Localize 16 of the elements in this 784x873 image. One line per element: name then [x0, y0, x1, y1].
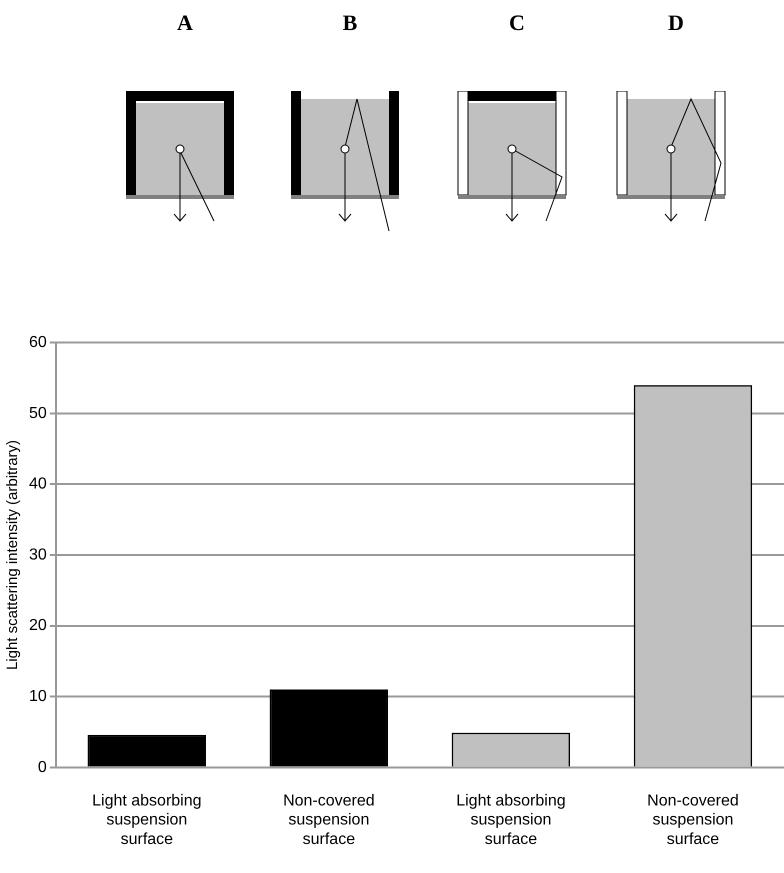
x-tick-label: Non-covered suspension surface: [647, 792, 739, 848]
y-tick-label: 0: [38, 758, 47, 776]
y-tick-label: 30: [29, 546, 47, 564]
y-tick-label: 20: [29, 617, 47, 634]
text: B: [342, 10, 358, 36]
x-tick-label: Light absorbing suspension surface: [92, 792, 202, 848]
y-tick-label: 10: [29, 688, 47, 706]
y-tick-label: 50: [29, 404, 47, 422]
x-tick-label: Light absorbing suspension surface: [456, 792, 566, 848]
y-tick-label: 40: [29, 476, 47, 493]
text: D: [667, 10, 685, 36]
text: C: [508, 10, 526, 36]
y-axis-title: Light scattering intensity (arbitrary): [4, 440, 22, 670]
x-tick-label: Non-covered suspension surface: [283, 792, 375, 848]
y-tick-label: 60: [29, 334, 47, 352]
text: A: [176, 10, 194, 36]
